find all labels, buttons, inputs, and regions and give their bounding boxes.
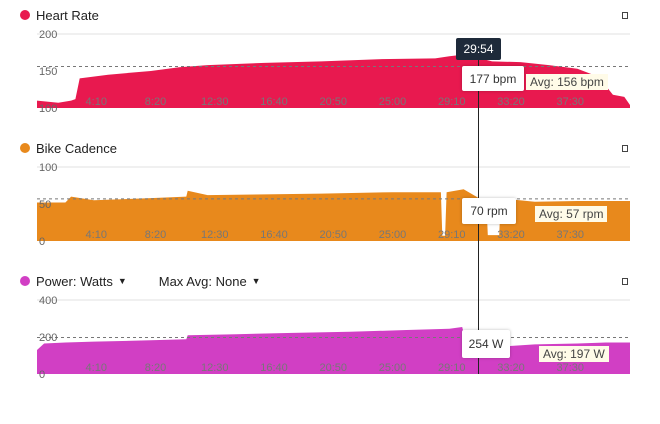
bike-cadence-legend-dot (20, 143, 30, 153)
bike-cadence-panel: Bike Cadence 0 50 100 4:10 8:20 12:30 16:40 20:… (0, 133, 660, 263)
max-avg-label: Max Avg: None (158, 273, 247, 289)
x-tick-label: 25:00 (379, 229, 407, 241)
data-area (37, 327, 630, 374)
chart-title: Heart Rate (36, 7, 99, 23)
chevron-down-icon: ▼ (117, 276, 127, 286)
x-tick-label: 16:40 (260, 362, 288, 374)
power-readout: 254 W (462, 330, 510, 358)
power-avg-label: Avg: 197 W (539, 346, 609, 362)
power-metric-dropdown[interactable]: Power: Watts ▼ (36, 274, 127, 289)
x-tick-label: 20:50 (319, 96, 347, 108)
chevron-down-icon: ▼ (251, 276, 261, 286)
bike-cadence-chart: 0 50 100 4:10 8:20 12:30 16:40 20:50 25:00 29:10 3… (37, 162, 630, 248)
y-tick-label: 400 (39, 295, 57, 307)
heart-rate-avg-label: Avg: 156 bpm (526, 74, 608, 90)
power-header: Power: Watts ▼ Max Avg: None ▼ (20, 272, 261, 290)
heart-rate-panel: Heart Rate 100 150 200 4:10 8:20 12:30 16:40 20… (0, 0, 660, 130)
heart-rate-chart: 100 150 200 4:10 8:20 12:30 16:40 20:50 25:00 29:… (37, 29, 630, 115)
power-chart: 0 200 400 4:10 8:20 12:30 16:40 20:50 25:00 29:10… (37, 295, 630, 381)
heart-rate-readout: 177 bpm (462, 66, 524, 91)
chart-title: Bike Cadence (36, 140, 117, 156)
expand-icon[interactable] (622, 145, 628, 152)
power-legend-dot (20, 276, 30, 286)
x-tick-label: 25:00 (379, 96, 407, 108)
bike-cadence-readout: 70 rpm (462, 198, 516, 224)
x-tick-label: 29:10 (438, 96, 466, 108)
x-tick-label: 33:20 (497, 96, 525, 108)
x-tick-label: 12:30 (201, 229, 229, 241)
cursor-time-tooltip: 29:54 (456, 38, 501, 60)
x-tick-label: 8:20 (145, 96, 166, 108)
expand-icon[interactable] (622, 278, 628, 285)
bike-cadence-header: Bike Cadence (20, 139, 117, 157)
x-tick-label: 12:30 (201, 96, 229, 108)
y-tick-label: 150 (39, 66, 57, 78)
x-tick-label: 4:10 (86, 96, 107, 108)
y-tick-label: 50 (39, 199, 51, 211)
x-tick-label: 4:10 (86, 229, 107, 241)
x-tick-label: 37:30 (557, 229, 585, 241)
y-tick-label: 200 (39, 29, 57, 41)
x-tick-label: 4:10 (86, 362, 107, 374)
x-tick-label: 8:20 (145, 362, 166, 374)
y-tick-label: 100 (39, 162, 57, 174)
x-tick-label: 16:40 (260, 96, 288, 108)
y-tick-label: 100 (39, 103, 57, 115)
x-tick-label: 37:30 (557, 362, 585, 374)
x-tick-label: 20:50 (319, 229, 347, 241)
chart-title: Power: Watts (36, 273, 113, 289)
x-tick-label: 25:00 (379, 362, 407, 374)
bike-cadence-avg-label: Avg: 57 rpm (535, 206, 608, 222)
x-tick-label: 33:20 (497, 229, 525, 241)
y-tick-label: 0 (39, 369, 45, 381)
x-tick-label: 8:20 (145, 229, 166, 241)
x-tick-label: 33:20 (497, 362, 525, 374)
x-tick-label: 29:10 (438, 229, 466, 241)
x-tick-label: 37:30 (557, 96, 585, 108)
y-tick-label: 200 (39, 332, 57, 344)
expand-icon[interactable] (622, 12, 628, 19)
heart-rate-legend-dot (20, 10, 30, 20)
x-tick-label: 29:10 (438, 362, 466, 374)
x-tick-label: 16:40 (260, 229, 288, 241)
power-panel: Power: Watts ▼ Max Avg: None ▼ 0 200 400 4:… (0, 266, 660, 396)
x-tick-label: 20:50 (319, 362, 347, 374)
max-avg-dropdown[interactable]: Max Avg: None ▼ (159, 274, 261, 289)
y-tick-label: 0 (39, 236, 45, 248)
x-tick-label: 12:30 (201, 362, 229, 374)
heart-rate-header: Heart Rate (20, 6, 99, 24)
